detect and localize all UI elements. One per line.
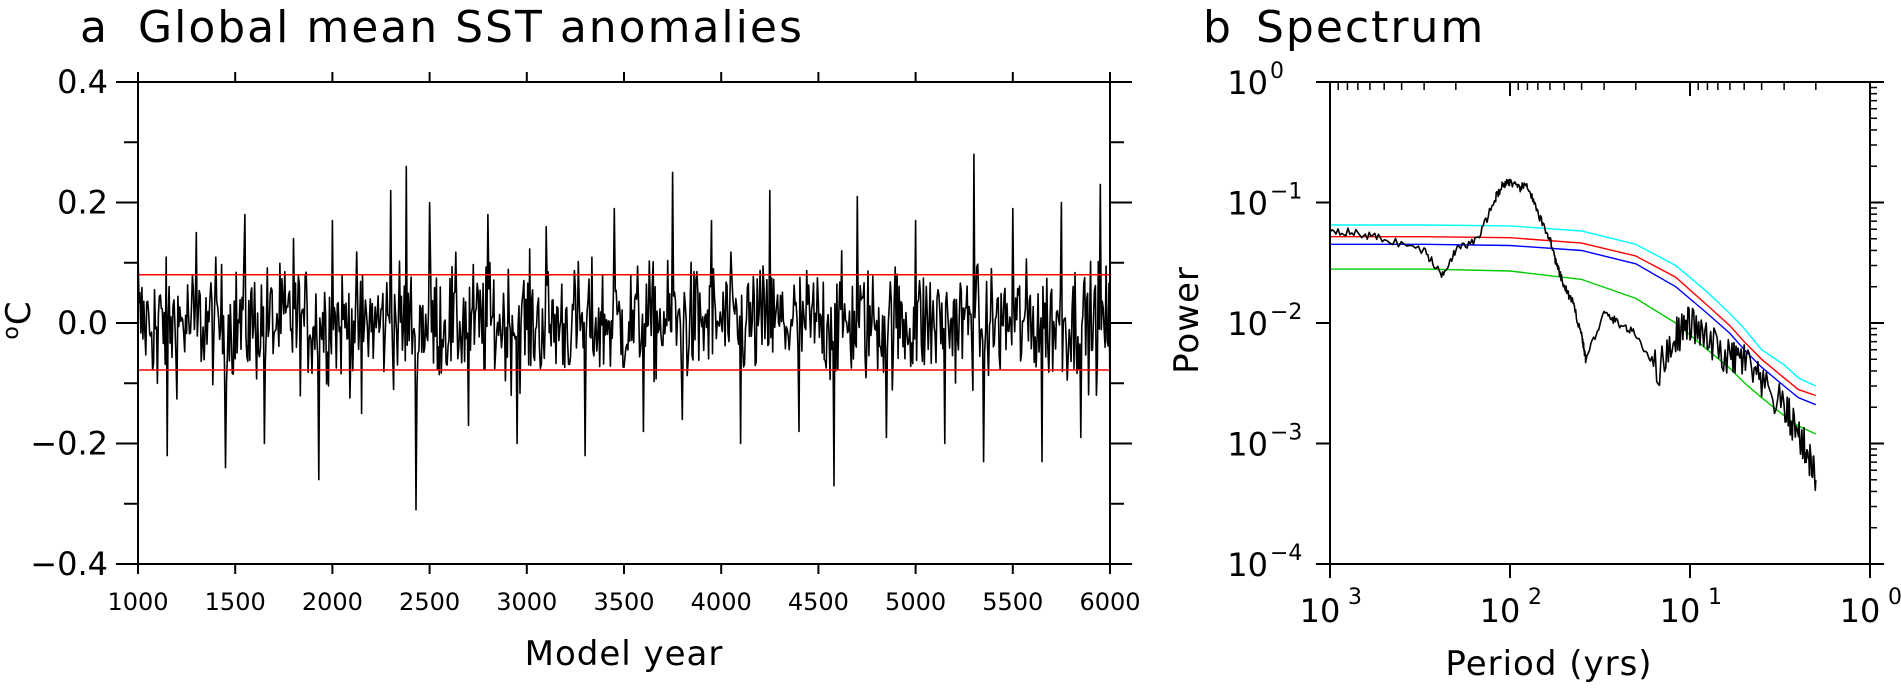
panel-b-ytick-exp: −3 xyxy=(1270,421,1302,446)
panel-b-reference-curve xyxy=(1330,235,1817,397)
panel-b-ytick-exp: −4 xyxy=(1270,541,1302,566)
panel-b-series-spectrum xyxy=(1329,178,1817,492)
panel-a-xtick-label: 4500 xyxy=(788,588,849,616)
panel-a-title: Global mean SST anomalies xyxy=(138,2,804,53)
panel-b-ylabel-group: Power xyxy=(1167,266,1207,374)
panel-a-xtick-label: 2000 xyxy=(302,588,363,616)
panel-a-sst-anomalies: a Global mean SST anomalies oC Model yea… xyxy=(0,2,1141,674)
panel-a-frame xyxy=(137,81,1111,565)
panel-b-xtick-label: 10 xyxy=(1480,592,1521,630)
panel-a-xtick-label: 3500 xyxy=(593,588,654,616)
panel-b-ytick-label: 10 xyxy=(1227,426,1268,464)
panel-b-ytick-label: 10 xyxy=(1227,185,1268,223)
panel-b-xtick-exp: 1 xyxy=(1708,585,1722,610)
panel-b-plot-area: 10 3 10 2 10 1 10 010 010 −110 −210 −310 −4 xyxy=(1227,59,1901,630)
panel-b-xtick-label: 10 xyxy=(1660,592,1701,630)
panel-a-xtick-label: 5500 xyxy=(982,588,1043,616)
panel-b-letter: b xyxy=(1203,2,1231,53)
panel-a-ytick-label: 0.2 xyxy=(57,184,108,222)
panel-b-xlabel: Period (yrs) xyxy=(1445,644,1652,684)
panel-a-xlabel: Model year xyxy=(525,634,724,674)
panel-b-title: Spectrum xyxy=(1256,2,1485,53)
panel-b-ytick-label: 10 xyxy=(1227,305,1268,343)
panel-a-xtick-label: 1000 xyxy=(107,588,168,616)
panel-a-ytick-label: 0.0 xyxy=(57,304,108,342)
panel-b-ytick-label: 10 xyxy=(1227,546,1268,584)
panel-b-xtick-label: 10 xyxy=(1300,592,1341,630)
panel-a-plot-area: 1000 1500 2000 2500 3000 3500 4000 4500 5000 5500… xyxy=(30,63,1140,616)
panel-b-spectrum: b Spectrum Power Period (yrs) 10 3 10 2 10 1 1… xyxy=(1167,2,1901,684)
panel-a-ytick-label: −0.2 xyxy=(30,425,108,463)
panel-a-xtick-label: 4000 xyxy=(691,588,752,616)
panel-a-xtick-label: 6000 xyxy=(1079,588,1140,616)
panel-a-ylabel: oC xyxy=(0,300,39,339)
panel-b-reference-curve xyxy=(1330,243,1817,406)
panel-a-xtick-label: 1500 xyxy=(205,588,266,616)
panel-a-xtick-label: 2500 xyxy=(399,588,460,616)
panel-b-ytick-exp: −1 xyxy=(1270,180,1302,205)
panel-a-letter: a xyxy=(80,2,107,53)
panel-b-ytick-exp: −2 xyxy=(1270,300,1302,325)
panel-a-ytick-label: −0.4 xyxy=(30,545,108,583)
panel-a-ylabel-group: oC xyxy=(0,300,39,339)
panel-b-xtick-exp: 3 xyxy=(1348,585,1362,610)
panel-b-frame xyxy=(1329,81,1871,565)
panel-b-xtick-exp: 2 xyxy=(1528,585,1542,610)
panel-a-series-sst xyxy=(137,153,1111,511)
panel-b-reference-curve xyxy=(1330,224,1817,387)
panel-b-ytick-label: 10 xyxy=(1227,64,1268,102)
panel-a-ytick-label: 0.4 xyxy=(57,63,108,101)
panel-a-xtick-label: 5000 xyxy=(885,588,946,616)
panel-b-ylabel: Power xyxy=(1167,266,1207,374)
panel-a-xtick-label: 3000 xyxy=(496,588,557,616)
panel-b-xtick-exp: 0 xyxy=(1888,585,1901,610)
panel-b-xtick-label: 10 xyxy=(1840,592,1881,630)
panel-b-ytick-exp: 0 xyxy=(1270,59,1284,84)
